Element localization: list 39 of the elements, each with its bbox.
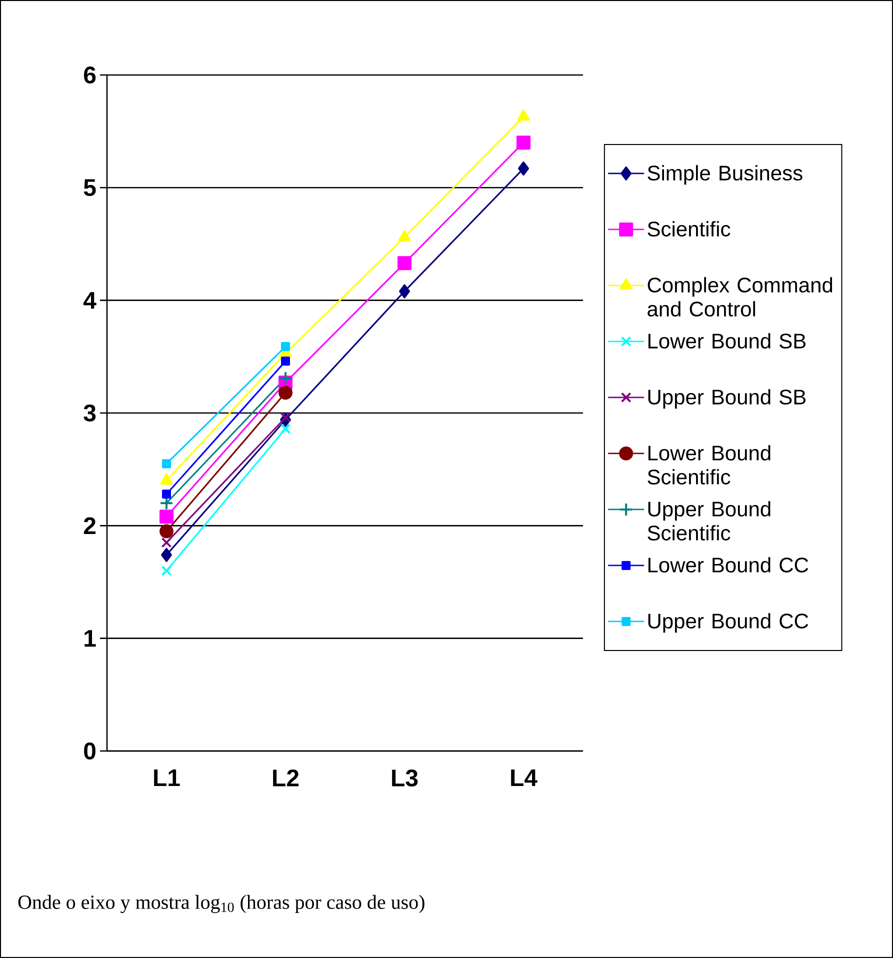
legend-label: Upper Bound SB	[648, 389, 806, 409]
point	[280, 412, 291, 423]
y-tick-label: 6	[84, 66, 96, 84]
legend-label: Upper Bound CC	[648, 613, 808, 633]
x-tick-label: L3	[392, 770, 418, 787]
legend-label: Upper Bound Scientific	[648, 501, 770, 541]
x-tick-label: L2	[273, 770, 299, 786]
y-tick-label: 1	[84, 630, 96, 647]
x-tick-label: L4	[511, 770, 538, 786]
x-tick-label: L1	[154, 770, 180, 786]
y-tick-label: 5	[84, 179, 96, 196]
legend-label: Lower Bound SB	[648, 333, 806, 349]
point	[516, 136, 530, 150]
point	[160, 524, 174, 538]
legend-label: Simple Business	[648, 165, 802, 185]
y-tick-label: 4	[83, 292, 96, 309]
point	[278, 386, 292, 400]
point	[397, 256, 412, 270]
point	[278, 371, 292, 386]
legend-label: Lower Bound CC	[648, 557, 808, 573]
legend-label: Lower Bound Scientific	[648, 445, 770, 485]
point	[398, 284, 410, 298]
y-tick-label: 3	[84, 404, 96, 422]
point	[161, 548, 172, 562]
legend-label: Scientific	[648, 221, 730, 237]
point	[281, 342, 290, 352]
text: Onde o eixo y mostra log$_{10}$ (horas por caso de uso)	[18, 894, 424, 914]
y-tick-label: 2	[84, 517, 96, 534]
point	[161, 537, 172, 548]
point	[160, 510, 174, 524]
point	[162, 459, 171, 468]
point	[518, 162, 529, 176]
point	[160, 474, 173, 485]
point	[281, 356, 290, 366]
point	[161, 565, 172, 576]
point	[280, 424, 291, 434]
y-tick-label: 0	[84, 742, 96, 760]
point	[162, 490, 171, 499]
legend-label: Complex Command and Control	[648, 277, 832, 317]
